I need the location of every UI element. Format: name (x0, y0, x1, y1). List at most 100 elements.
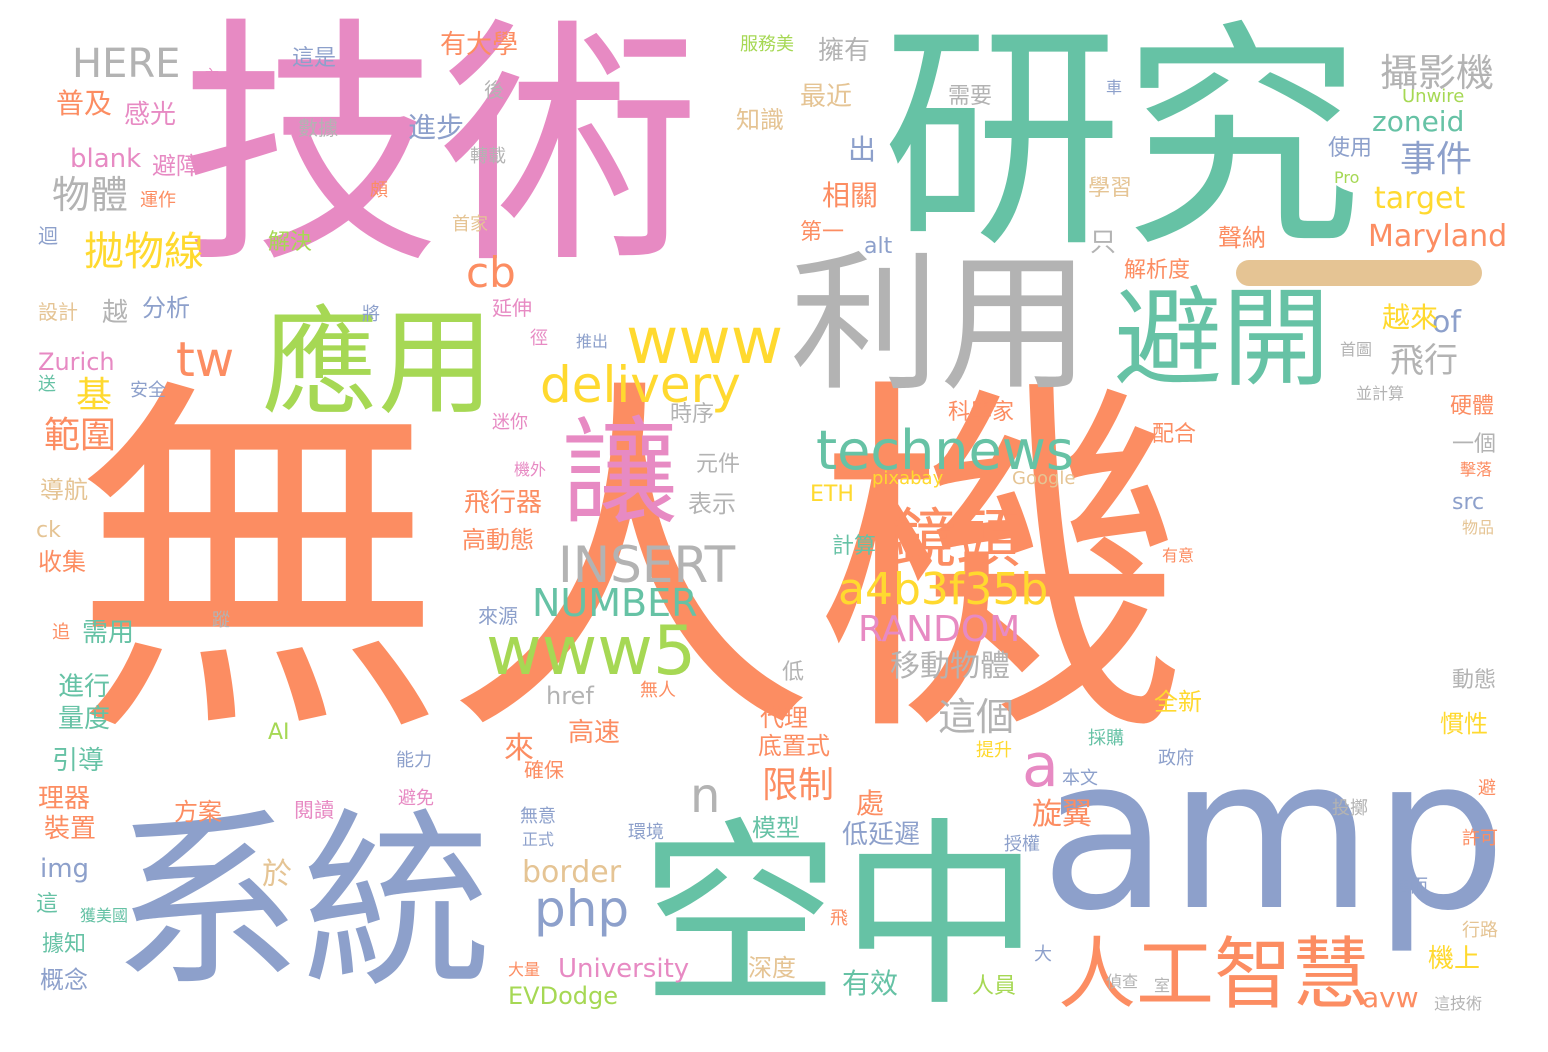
word: 引導 (52, 746, 105, 776)
word: 能力 (396, 750, 432, 771)
word: 範圍 (44, 415, 117, 456)
word: Zurich (38, 348, 115, 376)
word: 採購 (1088, 728, 1124, 749)
word: 有意 (1162, 546, 1195, 565)
word: Maryland (1368, 219, 1508, 254)
word: RANDOM (858, 609, 1021, 650)
word: 聲納 (1218, 224, 1266, 252)
word: 避障 (152, 152, 200, 180)
word: 首家 (452, 214, 488, 235)
word: 推出 (576, 332, 609, 351)
word: 概念 (40, 966, 88, 994)
word: 應用 (262, 296, 494, 431)
word: 避免 (398, 788, 434, 809)
word: 環境 (628, 822, 664, 843)
word: 轉載 (470, 146, 506, 167)
word: 限制 (762, 765, 835, 806)
word: 低 (782, 660, 805, 685)
word: 延伸 (492, 296, 532, 320)
word: 人員 (972, 974, 1017, 999)
word: 出 (848, 133, 877, 166)
word: 慣性 (1440, 710, 1488, 738)
word: 空中 (640, 801, 1041, 1034)
word: 閱讀 (294, 798, 334, 822)
word: www5 (486, 612, 697, 691)
word: 高速 (568, 718, 621, 748)
word: 提升 (976, 740, 1012, 761)
word: EVDodge (508, 982, 618, 1010)
word: 內 (204, 66, 221, 85)
word: 分析 (142, 294, 190, 322)
word: 解決 (268, 230, 313, 255)
word: 安全 (130, 380, 166, 401)
word: n (690, 768, 721, 824)
word: 擊落 (1460, 460, 1493, 479)
word: 動態 (1452, 668, 1497, 693)
word: 最近 (800, 82, 853, 112)
word: 底置式 (758, 732, 830, 760)
word: 車 (1106, 78, 1123, 97)
word: 飛 (830, 908, 848, 929)
word: 這是 (292, 46, 337, 71)
word: 研究 (882, 0, 1363, 280)
word: 進行 (58, 672, 111, 702)
word: 大量 (508, 960, 541, 979)
word: 來 (504, 731, 534, 766)
word: 無人機 (72, 349, 1188, 782)
word: pixabay (872, 468, 944, 489)
word: 基 (76, 375, 113, 416)
word: 需用 (82, 618, 135, 648)
word: 旋翼 (1032, 797, 1092, 832)
word: 機上 (1428, 944, 1481, 974)
word: 量度 (58, 704, 111, 734)
word: 這技術 (1434, 994, 1483, 1013)
word: Pro (1334, 168, 1360, 187)
word: 蹤 (212, 610, 230, 631)
word: 政府 (1158, 748, 1194, 769)
word: 據知 (42, 932, 87, 957)
word: 移動物體 (890, 649, 1010, 684)
word: 有效 (842, 967, 899, 1000)
word: 室 (1154, 976, 1171, 995)
word: 表示 (688, 490, 736, 518)
word: 本文 (1062, 768, 1098, 789)
word: 正式 (522, 830, 555, 849)
word: 有大學 (440, 30, 519, 60)
word: delivery (540, 356, 741, 414)
word: 系統 (112, 792, 493, 1013)
word: Google (1012, 468, 1076, 489)
word: AI (268, 720, 290, 745)
word: 確保 (524, 758, 564, 782)
word: 來源 (478, 604, 518, 628)
word: 只 (1090, 228, 1117, 258)
word: 全新 (1154, 688, 1202, 716)
word: 許可 (1462, 828, 1498, 849)
word: 鏡頭 (892, 503, 1020, 577)
word: 數據 (298, 116, 338, 140)
word: 頗 (370, 180, 388, 201)
word: 處 (856, 787, 885, 820)
decorative-bar (1236, 260, 1482, 286)
word: src (1452, 490, 1485, 515)
word: 低延遲 (842, 820, 921, 850)
word: img (40, 854, 90, 884)
word: 後 (484, 78, 504, 102)
word: 並計算 (1356, 384, 1405, 403)
word: 進而 (1392, 876, 1428, 897)
word: 普及 (56, 87, 113, 120)
word: University (558, 954, 690, 984)
word: 代理 (760, 704, 808, 732)
word: 一個 (1452, 432, 1497, 457)
word: amp (1040, 712, 1507, 957)
word: 偵查 (1106, 972, 1139, 991)
word: 事件 (1400, 139, 1473, 180)
word: 機外 (514, 460, 547, 479)
word: 迴 (38, 224, 58, 248)
word: www (626, 305, 784, 379)
word: 科學家 (948, 400, 1015, 425)
word: zoneid (1372, 105, 1465, 138)
word: 拋物線 (84, 229, 204, 275)
word: 方案 (174, 798, 222, 826)
word: INSERT (558, 536, 736, 594)
